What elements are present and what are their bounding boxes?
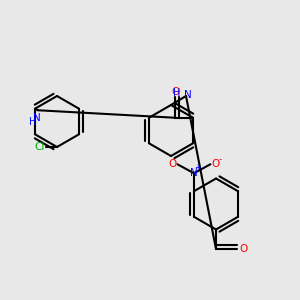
Text: +: + (194, 163, 200, 172)
Text: O: O (171, 87, 179, 97)
Text: H: H (172, 88, 180, 98)
Text: Cl: Cl (34, 142, 45, 152)
Text: O: O (239, 244, 247, 254)
Text: H: H (29, 117, 36, 127)
Text: -: - (218, 155, 222, 164)
Text: N: N (184, 89, 191, 100)
Text: O: O (212, 159, 220, 169)
Text: O: O (168, 159, 176, 169)
Text: N: N (32, 113, 40, 123)
Text: N: N (190, 168, 198, 178)
